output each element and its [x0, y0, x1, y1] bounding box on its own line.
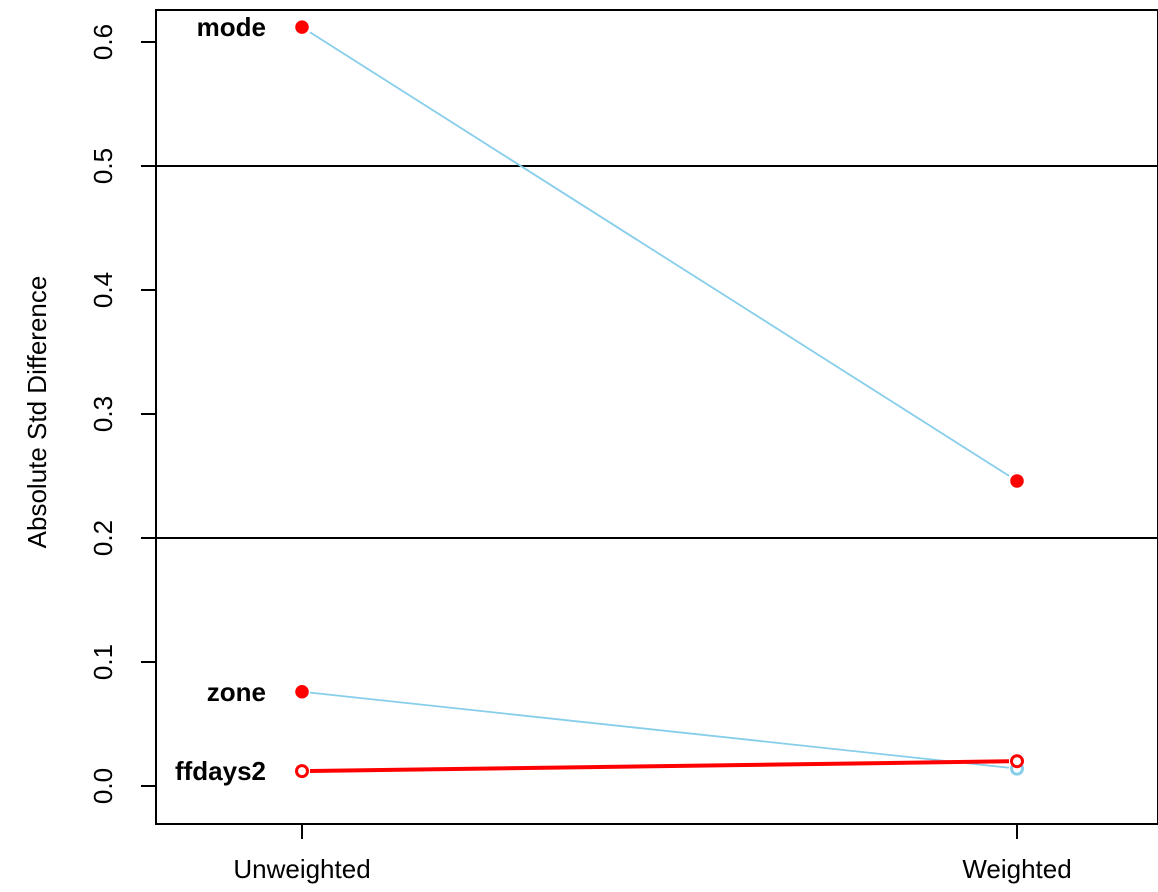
y-axis: 0.0 0.1 0.2 0.3 0.4 0.5 0.6 — [88, 24, 157, 804]
series-points — [295, 20, 1024, 779]
series-line-mode — [309, 31, 1010, 477]
y-tick-label: 0.6 — [88, 24, 118, 60]
y-tick-label: 0.3 — [88, 396, 118, 432]
plot-frame — [155, 9, 1158, 825]
series-label-mode: mode — [197, 12, 266, 42]
x-tick-label: Unweighted — [233, 854, 370, 884]
y-axis-label: Absolute Std Difference — [22, 276, 52, 549]
y-tick-label: 0.4 — [88, 272, 118, 308]
x-tick-label: Weighted — [962, 854, 1071, 884]
y-tick-label: 0.2 — [88, 520, 118, 556]
series-labels: mode zone ffdays2 — [175, 12, 266, 786]
series-line-zone — [309, 691, 1010, 769]
y-tick-label: 0.5 — [88, 148, 118, 184]
data-point-ffdays2-weighted — [1010, 754, 1024, 769]
data-point-ffdays2-unweighted — [295, 764, 309, 779]
series-label-ffdays2: ffdays2 — [175, 756, 266, 786]
data-point-zone-unweighted — [295, 685, 309, 699]
y-tick-label: 0.0 — [88, 768, 118, 804]
y-tick-label: 0.1 — [88, 644, 118, 680]
x-axis: Unweighted Weighted — [233, 823, 1072, 884]
data-point-mode-unweighted — [295, 20, 309, 34]
series-label-zone: zone — [207, 677, 266, 707]
series-lines — [309, 31, 1010, 774]
data-point-mode-weighted — [1010, 474, 1024, 488]
series-line-ffdays2 — [309, 759, 1010, 774]
